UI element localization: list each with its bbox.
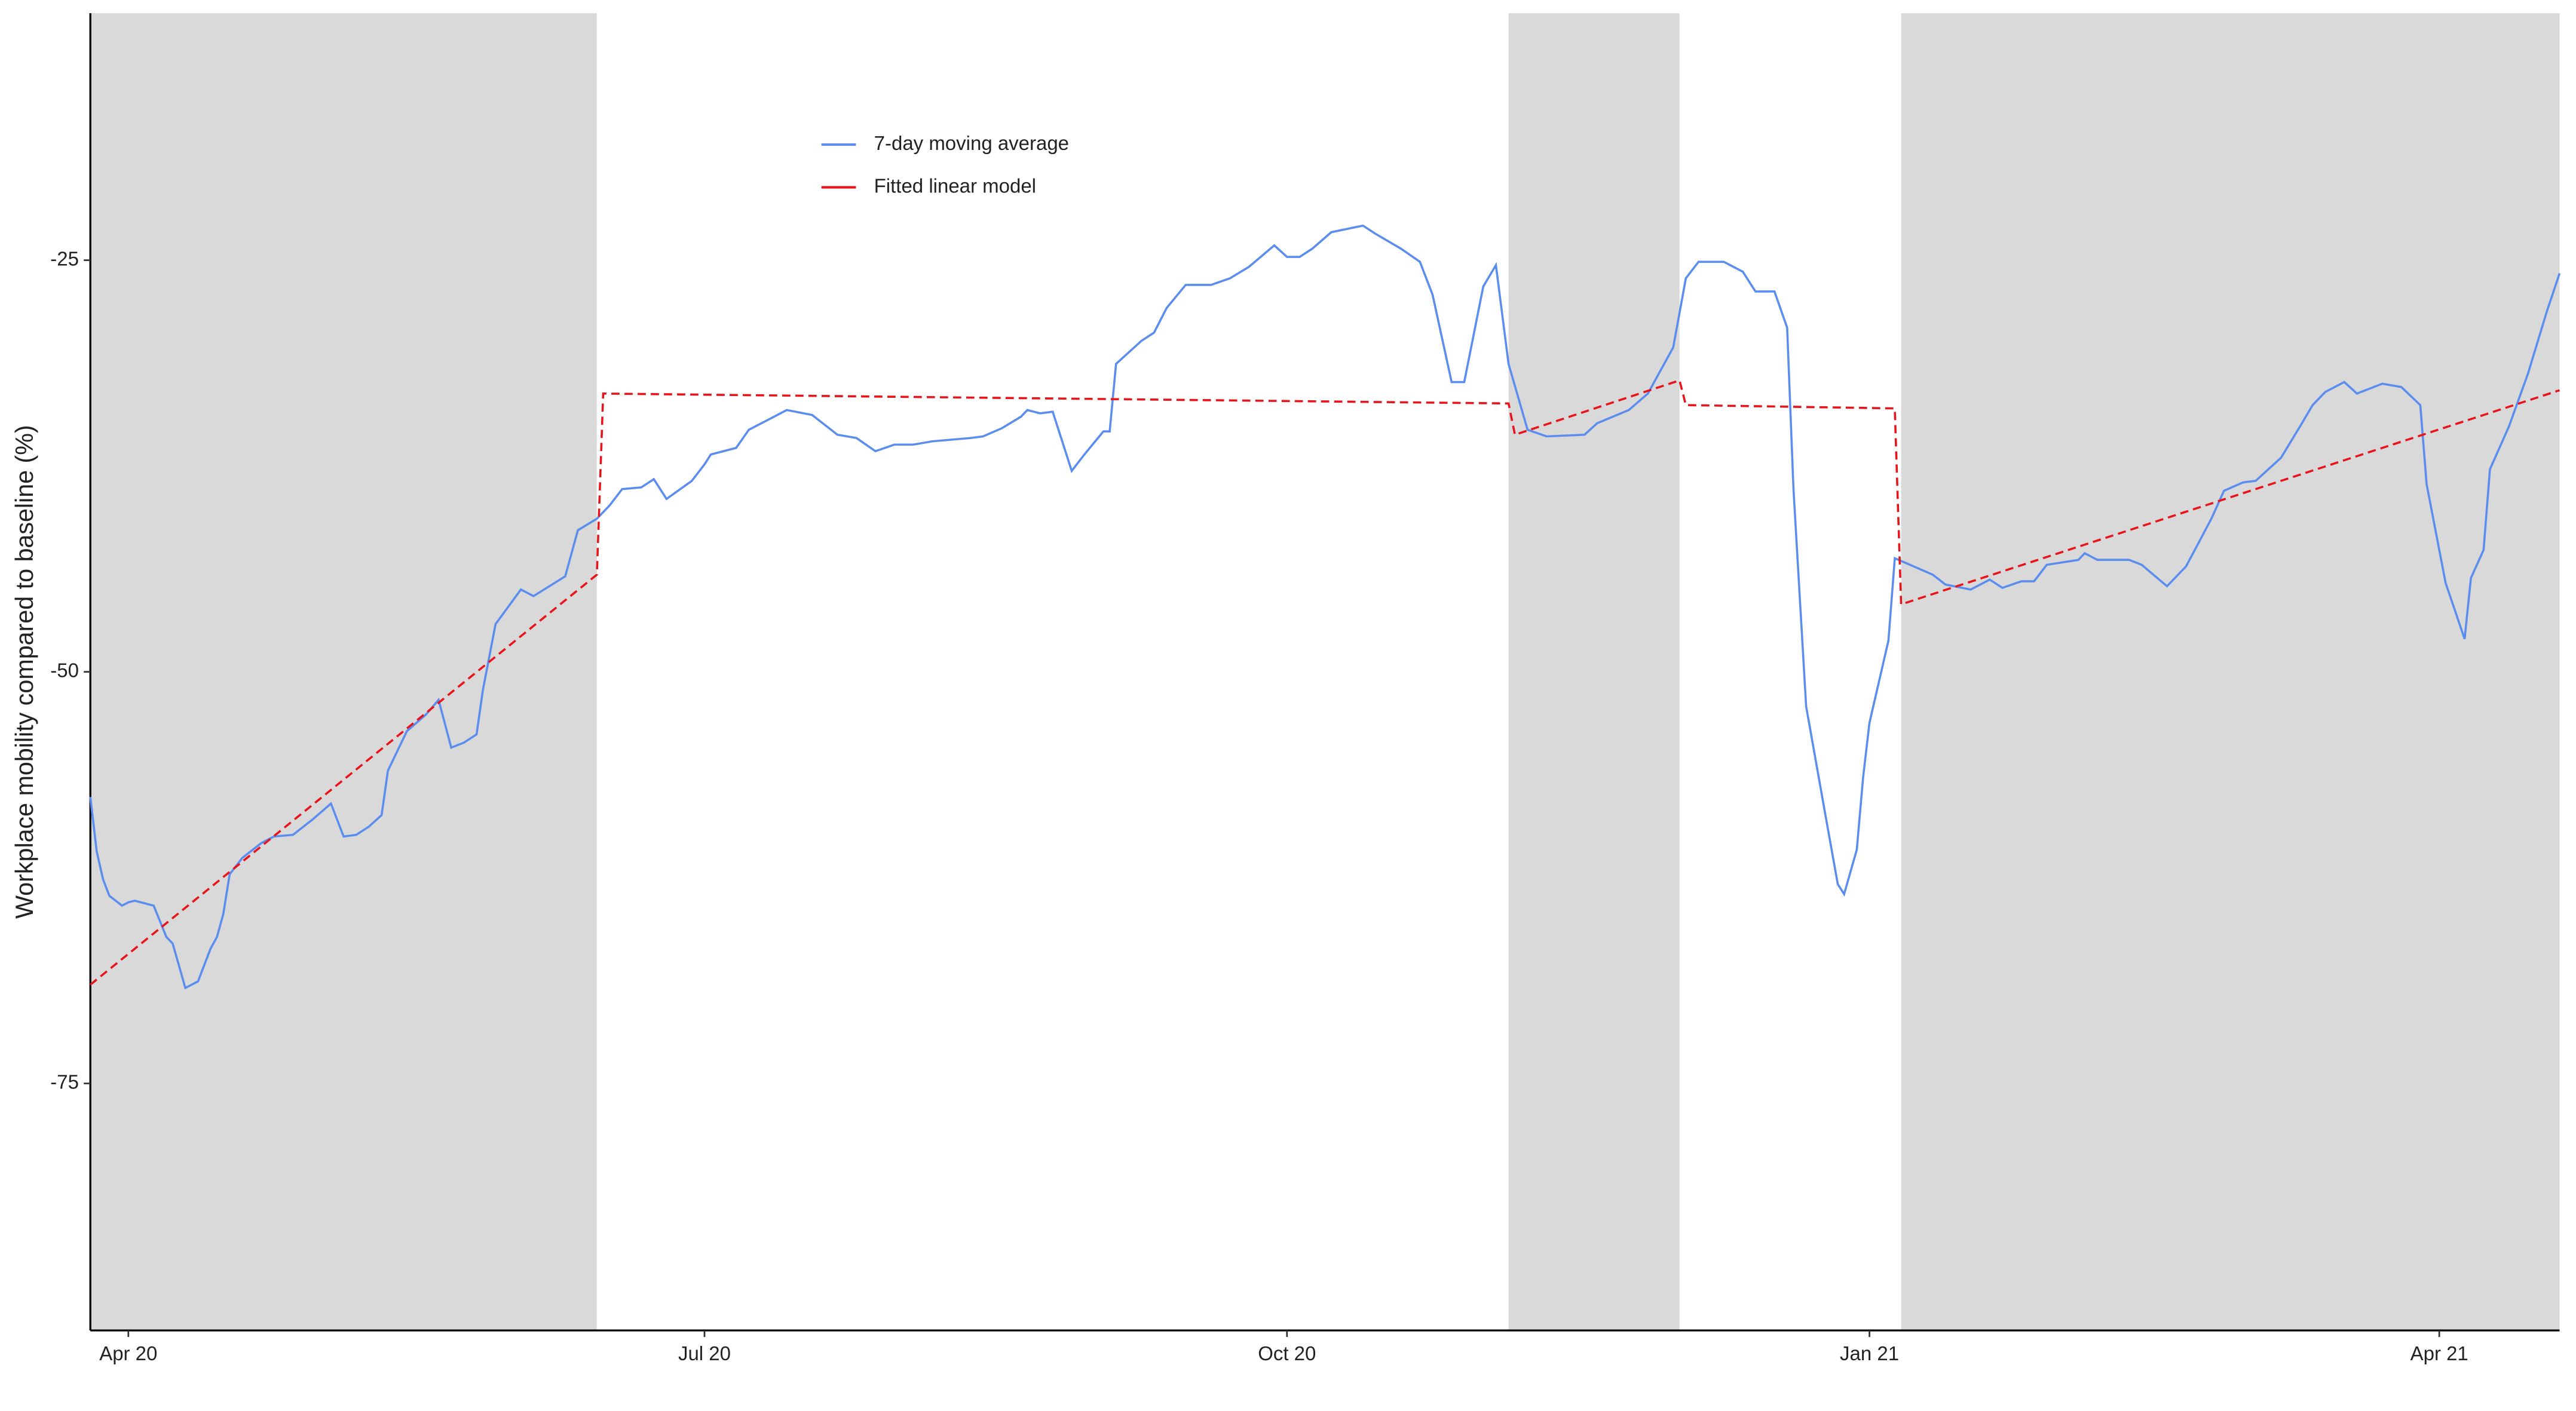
legend-label: 7-day moving average	[874, 132, 1069, 154]
y-axis-title: Workplace mobility compared to baseline …	[11, 425, 38, 919]
x-tick-label: Apr 21	[2410, 1342, 2468, 1364]
shaded-period	[1508, 13, 1680, 1331]
y-tick-label: -25	[50, 247, 79, 269]
legend-label: Fitted linear model	[874, 174, 1036, 197]
y-tick-label: -75	[50, 1070, 79, 1093]
series-line	[89, 224, 2561, 990]
shaded-period	[1901, 13, 2560, 1331]
x-tick-label: Apr 20	[99, 1342, 157, 1364]
x-tick-label: Oct 20	[1258, 1342, 1316, 1364]
x-tick-label: Jul 20	[678, 1342, 731, 1364]
series-line	[90, 379, 2560, 986]
y-tick-label: -50	[50, 659, 79, 681]
x-tick-label: Jan 21	[1840, 1342, 1899, 1364]
shaded-period	[90, 13, 597, 1331]
